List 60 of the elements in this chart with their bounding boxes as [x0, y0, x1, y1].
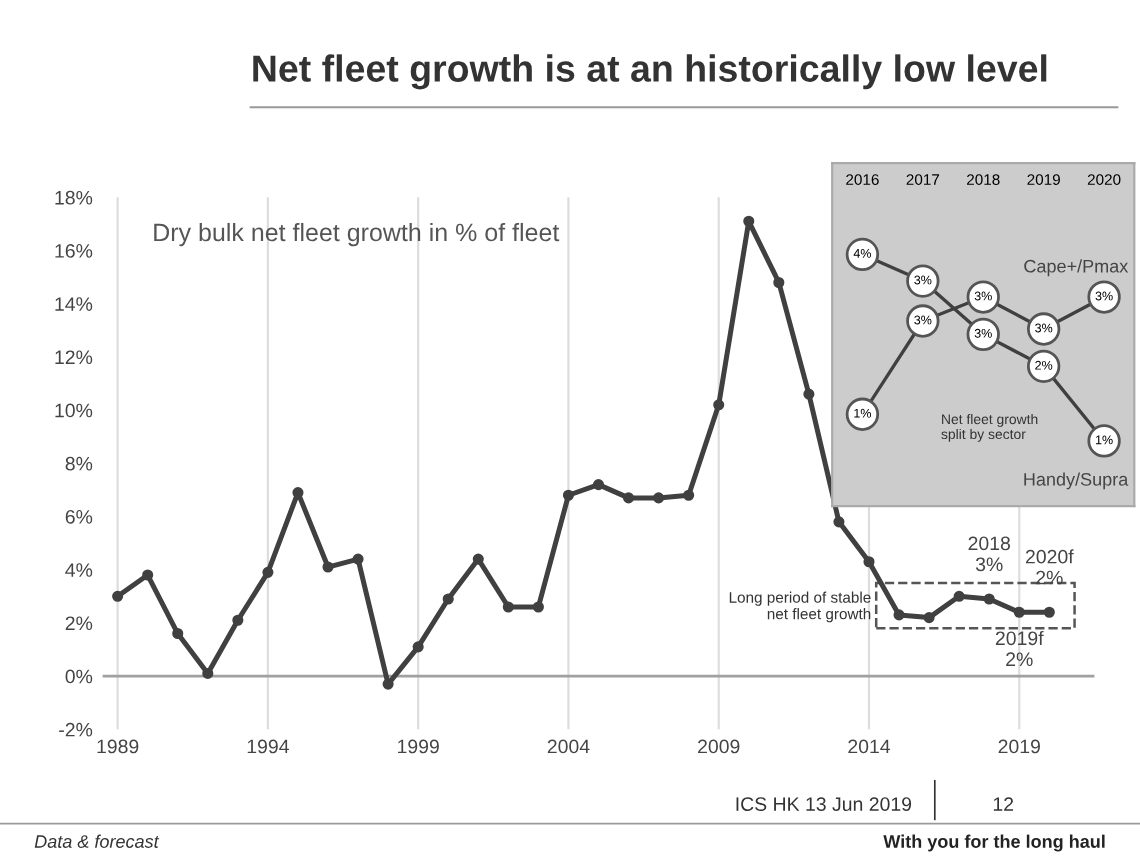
point	[983, 593, 995, 605]
point	[833, 516, 845, 528]
point	[142, 569, 154, 581]
point	[442, 593, 454, 605]
y-tick-label: 6%	[65, 509, 93, 524]
point	[653, 492, 665, 504]
annotation: 2018 3%	[968, 536, 1010, 572]
point	[202, 667, 214, 679]
text: Data & forecast	[34, 834, 160, 848]
y-tick-label: 18%	[55, 190, 93, 205]
point	[382, 678, 394, 690]
x-tick-label: 2019	[998, 739, 1040, 754]
point	[112, 590, 124, 602]
point	[532, 601, 544, 613]
x-tick-label: 1994	[247, 739, 289, 754]
point	[893, 609, 905, 621]
point	[713, 399, 725, 411]
point	[172, 627, 184, 640]
annotation: 2019f 2%	[995, 630, 1044, 667]
point	[683, 489, 695, 501]
x-tick-label: 2014	[848, 739, 891, 754]
point	[1013, 606, 1025, 618]
point	[262, 566, 274, 578]
point	[1043, 606, 1055, 618]
x-tick-label: 1999	[398, 739, 439, 754]
point	[592, 479, 605, 491]
text: Dry bulk net fleet growth in % of fleet	[154, 222, 560, 247]
y-tick-label: 0%	[65, 669, 93, 684]
annotation: 2020f 2%	[1025, 549, 1074, 585]
y-tick-label: 16%	[55, 244, 93, 258]
point	[953, 590, 965, 602]
text: With you for the long haul	[883, 834, 1105, 852]
x-tick-label: 2009	[698, 739, 740, 754]
point	[743, 215, 755, 227]
x-tick-label: 1989	[97, 739, 139, 754]
chart-title: Net fleet growth is at an historically low level	[253, 54, 1047, 90]
point	[352, 553, 364, 565]
series-label: Handy/Supra	[1024, 472, 1129, 490]
y-tick-label: 10%	[55, 403, 93, 418]
y-tick-label: -2%	[59, 722, 93, 737]
point	[623, 492, 635, 504]
y-tick-label: 12%	[55, 350, 93, 365]
point	[773, 276, 785, 289]
point	[472, 553, 484, 565]
point	[863, 556, 875, 568]
point	[923, 612, 935, 624]
text: 12	[993, 797, 1014, 811]
y-tick-label: 4%	[65, 563, 93, 577]
text: ICS HK 13 Jun 2019	[736, 797, 912, 811]
point	[562, 489, 574, 501]
y-tick-label: 2%	[65, 616, 93, 631]
point	[412, 641, 424, 653]
point	[232, 614, 244, 626]
x-tick-label: 2004	[547, 739, 590, 754]
series-label: Cape+/Pmax	[1024, 259, 1129, 277]
point	[502, 601, 514, 613]
point	[322, 561, 334, 573]
y-tick-label: 14%	[55, 297, 93, 311]
point	[803, 388, 815, 400]
y-tick-label: 8%	[65, 456, 93, 471]
